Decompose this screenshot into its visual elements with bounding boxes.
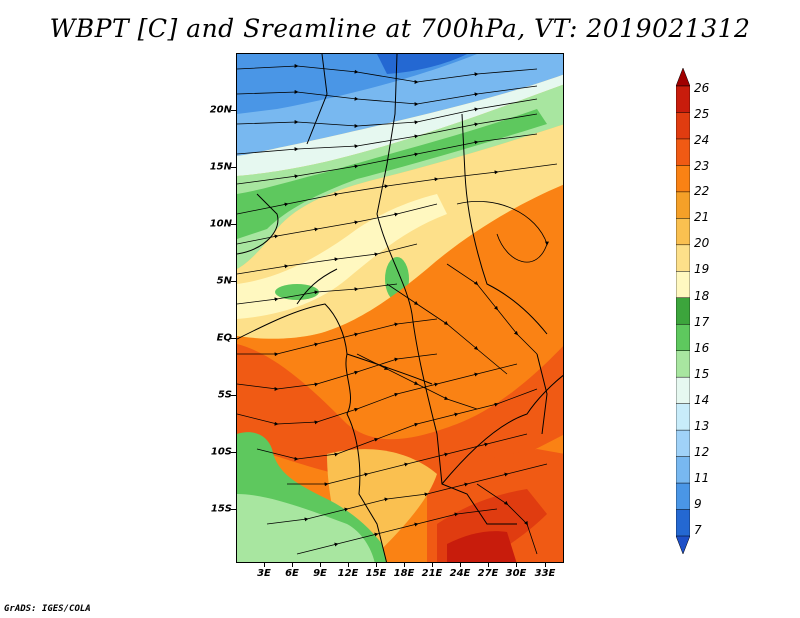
colorbar-label-21: 21 (694, 210, 710, 224)
lat-tick (231, 167, 236, 168)
lon-tick (432, 563, 433, 567)
colorbar-segment (676, 297, 690, 325)
lon-label-6e: 6E (285, 568, 299, 579)
colorbar-label-23: 23 (694, 159, 710, 173)
lon-tick (516, 563, 517, 567)
colorbar-label-7: 7 (694, 523, 702, 537)
colorbar-label-18: 18 (694, 289, 710, 303)
colorbar-label-17: 17 (694, 315, 710, 329)
colorbar-segment (676, 323, 690, 352)
colorbar-segment (676, 218, 690, 246)
colorbar-segment (676, 350, 690, 378)
lon-label-33e: 33E (534, 568, 556, 579)
lat-tick (231, 224, 236, 225)
colorbar-segment (676, 68, 690, 87)
colorbar (676, 68, 690, 554)
lat-label-15n: 15N (209, 161, 232, 173)
lat-tick (231, 281, 236, 282)
lat-tick (231, 395, 236, 396)
wbpt-field (237, 54, 563, 562)
lat-tick (231, 338, 236, 339)
lat-label-20n: 20N (209, 104, 232, 116)
colorbar-segment (676, 376, 690, 405)
colorbar-label-19: 19 (694, 262, 710, 276)
lat-label-5n: 5N (216, 275, 232, 287)
lon-tick (320, 563, 321, 567)
colorbar-segment (676, 509, 690, 537)
colorbar-label-12: 12 (694, 445, 710, 459)
map-panel (236, 53, 564, 563)
colorbar-segment (676, 191, 690, 220)
lon-tick (460, 563, 461, 567)
colorbar-segment (676, 403, 690, 431)
lat-label-eq: EQ (216, 332, 232, 344)
grads-credit: GrADS: IGES/COLA (4, 604, 91, 614)
lon-tick (264, 563, 265, 567)
colorbar-label-14: 14 (694, 393, 710, 407)
lat-tick (231, 452, 236, 453)
lon-tick (404, 563, 405, 567)
colorbar-label-16: 16 (694, 341, 710, 355)
colorbar-label-11: 11 (694, 471, 710, 485)
colorbar-label-24: 24 (694, 133, 710, 147)
lon-label-18e: 18E (393, 568, 415, 579)
lat-label-15s: 15S (210, 503, 232, 515)
lat-tick (231, 509, 236, 510)
lon-tick (545, 563, 546, 567)
lon-label-24e: 24E (449, 568, 471, 579)
lon-label-9e: 9E (313, 568, 327, 579)
colorbar-label-26: 26 (694, 81, 710, 95)
lat-label-10s: 10S (210, 446, 232, 458)
lon-tick (376, 563, 377, 567)
colorbar-segment (676, 138, 690, 167)
colorbar-label-13: 13 (694, 419, 710, 433)
lat-tick (231, 110, 236, 111)
colorbar-segment (676, 165, 690, 193)
colorbar-segment (676, 456, 690, 484)
lon-label-12e: 12E (337, 568, 359, 579)
colorbar-label-20: 20 (694, 236, 710, 250)
lon-tick (292, 563, 293, 567)
lon-label-3e: 3E (257, 568, 271, 579)
colorbar-segment (676, 429, 690, 458)
colorbar-segment (676, 244, 690, 273)
lon-label-21e: 21E (421, 568, 443, 579)
colorbar-segment (676, 112, 690, 140)
lon-tick (488, 563, 489, 567)
colorbar-label-15: 15 (694, 367, 710, 381)
lon-label-27e: 27E (477, 568, 499, 579)
lon-tick (348, 563, 349, 567)
lat-label-10n: 10N (209, 218, 232, 230)
colorbar-segment (676, 482, 690, 511)
lon-label-15e: 15E (365, 568, 387, 579)
colorbar-label-25: 25 (694, 107, 710, 121)
colorbar-segment (676, 271, 690, 299)
lat-label-5s: 5S (217, 389, 232, 401)
colorbar-label-9: 9 (694, 497, 702, 511)
lon-label-30e: 30E (505, 568, 527, 579)
colorbar-segment (676, 535, 690, 554)
colorbar-label-22: 22 (694, 184, 710, 198)
chart-title: WBPT [C] and Sreamline at 700hPa, VT: 20… (49, 14, 751, 43)
colorbar-segment (676, 85, 690, 114)
